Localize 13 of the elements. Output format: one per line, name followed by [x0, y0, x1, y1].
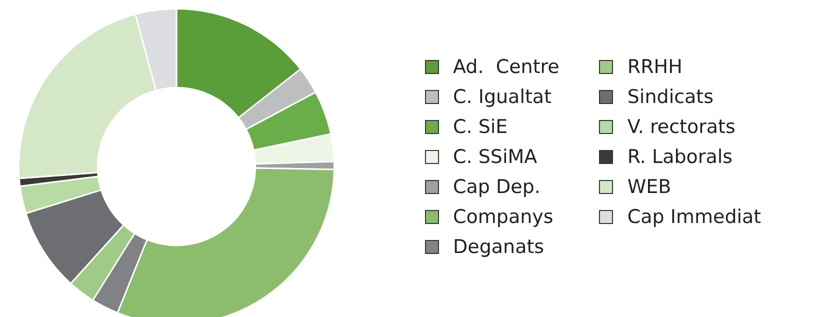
legend-label: Sindicats: [627, 86, 714, 108]
legend-label: RRHH: [627, 56, 682, 78]
legend-label: Deganats: [453, 236, 544, 258]
legend-label: C. Igualtat: [453, 86, 552, 108]
legend-label: C. SiE: [453, 116, 508, 138]
legend-label: Companys: [453, 206, 554, 228]
legend-label: Cap Dep.: [453, 176, 540, 198]
legend-label: Ad. Centre: [453, 56, 560, 78]
legend-label: C. SSiMA: [453, 146, 538, 168]
legend-label: V. rectorats: [627, 116, 736, 138]
legend-label: WEB: [627, 176, 672, 198]
legend-label: R. Laborals: [627, 146, 733, 168]
legend-label: Cap Immediat: [627, 206, 762, 228]
